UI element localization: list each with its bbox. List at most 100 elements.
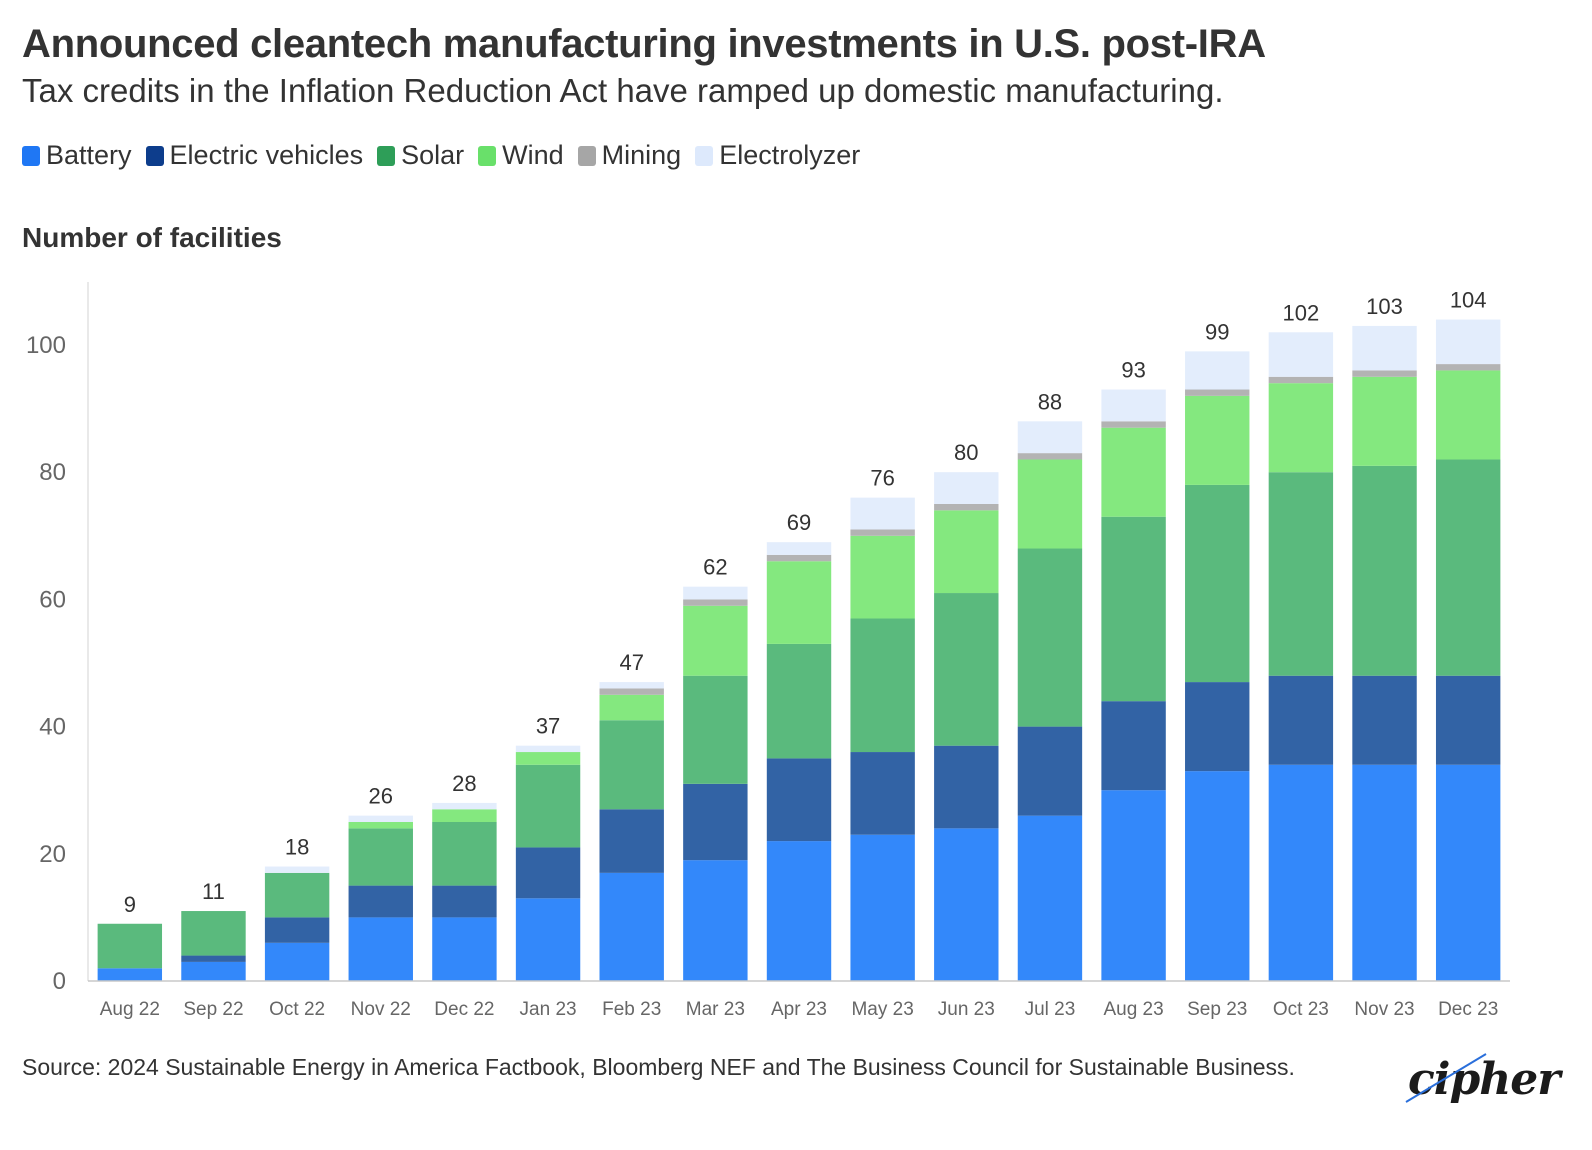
bar-segment-electrolyzer [1185, 351, 1250, 390]
legend: Battery Electric vehicles Solar Wind Min… [22, 140, 874, 171]
bar-segment-mining [683, 599, 748, 606]
bar-segment-wind [1352, 376, 1417, 466]
legend-label-solar: Solar [401, 140, 465, 170]
legend-item-solar[interactable]: Solar [377, 140, 464, 171]
bar-segment-mining [599, 688, 664, 695]
legend-item-wind[interactable]: Wind [478, 140, 564, 171]
y-axis-label: Number of facilities [22, 222, 282, 253]
legend-item-battery[interactable]: Battery [22, 140, 132, 171]
bar-segment-solar [766, 643, 832, 759]
x-tick-label: Nov 22 [351, 999, 411, 1020]
bar-segment-mining [1435, 364, 1501, 371]
bar-segment-electric-vehicles [264, 917, 330, 943]
stacked-bar-chart: 0 20 40 60 80 100 9 Aug 22 11 Sep 22 18 Oct 22 26 Nov… [26, 282, 1510, 1020]
bar-segment-battery [348, 917, 413, 981]
cipher-logo: cipher [1408, 1054, 1560, 1105]
bar-segment-wind [1101, 427, 1166, 517]
bar-segment-wind [515, 752, 581, 765]
bar-segment-electrolyzer [934, 472, 999, 504]
legend-item-mining[interactable]: Mining [577, 140, 682, 171]
bar-segment-wind [766, 561, 832, 644]
bar-segment-solar [1185, 484, 1250, 683]
bar-segment-electric-vehicles [683, 783, 748, 861]
bar-segment-battery [181, 961, 246, 981]
bar-segment-solar [97, 923, 163, 969]
bar-segment-mining [1185, 389, 1250, 396]
legend-label-mining: Mining [601, 140, 682, 170]
legend-label-wind: Wind [502, 140, 564, 170]
x-tick-label: Oct 23 [1273, 999, 1329, 1020]
x-tick-label: May 23 [851, 999, 913, 1020]
bar-segment-battery [1101, 790, 1166, 981]
y-tick-label: 80 [39, 459, 66, 486]
bar-segment-wind [1017, 459, 1083, 549]
source-note: Source: 2024 Sustainable Energy in Ameri… [22, 1054, 1295, 1080]
legend-swatch-battery [22, 145, 40, 166]
x-tick-label: Feb 23 [602, 999, 661, 1020]
bar-segment-wind [1268, 383, 1334, 473]
bar-segment-mining [850, 529, 915, 536]
bar-segment-solar [432, 822, 497, 886]
legend-label-electrolyzer: Electrolyzer [719, 140, 861, 170]
bar-segment-electric-vehicles [515, 847, 581, 899]
y-tick-label: 0 [53, 968, 66, 995]
bar-segment-electric-vehicles [348, 885, 413, 918]
chart-subtitle: Tax credits in the Inflation Reduction A… [22, 72, 1224, 109]
bar-segment-solar [934, 593, 999, 746]
bar-segment-electrolyzer [850, 497, 915, 530]
x-tick-label: Aug 23 [1103, 999, 1163, 1020]
bar-segment-electric-vehicles [766, 758, 832, 842]
bar-segment-battery [264, 942, 330, 981]
bar-total-label: 47 [619, 650, 643, 675]
bar-segment-mining [1101, 421, 1166, 428]
x-tick-label: Apr 23 [771, 999, 827, 1020]
bar-segment-electrolyzer [432, 802, 497, 810]
bar-segment-electrolyzer [1352, 325, 1417, 371]
bar-segment-battery [1017, 815, 1083, 981]
y-tick-label: 20 [39, 841, 66, 868]
bar-segment-battery [515, 898, 581, 981]
bar-segment-battery [1268, 764, 1334, 981]
bar-segment-solar [683, 675, 748, 784]
x-tick-label: Jul 23 [1025, 999, 1076, 1020]
x-tick-label: Dec 23 [1438, 999, 1498, 1020]
bar-segment-electric-vehicles [1435, 675, 1501, 765]
bar-segment-wind [934, 510, 999, 594]
legend-item-electrolyzer[interactable]: Electrolyzer [695, 140, 860, 171]
logo-slash-icon [1405, 1053, 1487, 1103]
bar-segment-solar [1017, 548, 1083, 727]
bar-segment-wind [348, 822, 413, 829]
bar-total-label: 102 [1283, 300, 1320, 325]
bar-segment-mining [1268, 376, 1334, 384]
bar-total-label: 62 [703, 555, 727, 580]
legend-label-battery: Battery [46, 140, 132, 170]
bar-segment-solar [850, 618, 915, 753]
bar-total-label: 18 [285, 835, 309, 860]
chart-title: Announced cleantech manufacturing invest… [22, 22, 1266, 66]
bar-segment-battery [599, 872, 664, 981]
legend-swatch-wind [478, 145, 497, 166]
bar-segment-electrolyzer [515, 745, 581, 753]
bar-total-label: 93 [1121, 358, 1145, 383]
bar-segment-electrolyzer [766, 542, 832, 555]
bar-total-label: 37 [536, 714, 560, 739]
bar-total-label: 26 [369, 784, 393, 809]
y-tick-label: 60 [39, 586, 66, 613]
bar-segment-solar [1101, 516, 1166, 702]
legend-swatch-electric-vehicles [145, 145, 164, 166]
bar-segment-wind [432, 809, 497, 822]
bar-total-label: 80 [954, 440, 978, 465]
bar-segment-solar [599, 720, 664, 810]
bar-segment-battery [97, 968, 163, 981]
bar-segment-electric-vehicles [599, 809, 664, 873]
bar-segment-solar [1435, 459, 1501, 676]
bar-segment-electric-vehicles [1101, 701, 1166, 791]
bar-segment-electric-vehicles [850, 752, 915, 835]
bar-segment-electrolyzer [1101, 389, 1166, 422]
legend-swatch-electrolyzer [695, 145, 714, 166]
bar-total-label: 76 [870, 466, 894, 491]
y-tick-label: 100 [26, 332, 66, 359]
bar-segment-electrolyzer [683, 586, 748, 600]
legend-label-electric-vehicles: Electric vehicles [169, 140, 364, 170]
legend-item-electric-vehicles[interactable]: Electric vehicles [145, 140, 364, 171]
